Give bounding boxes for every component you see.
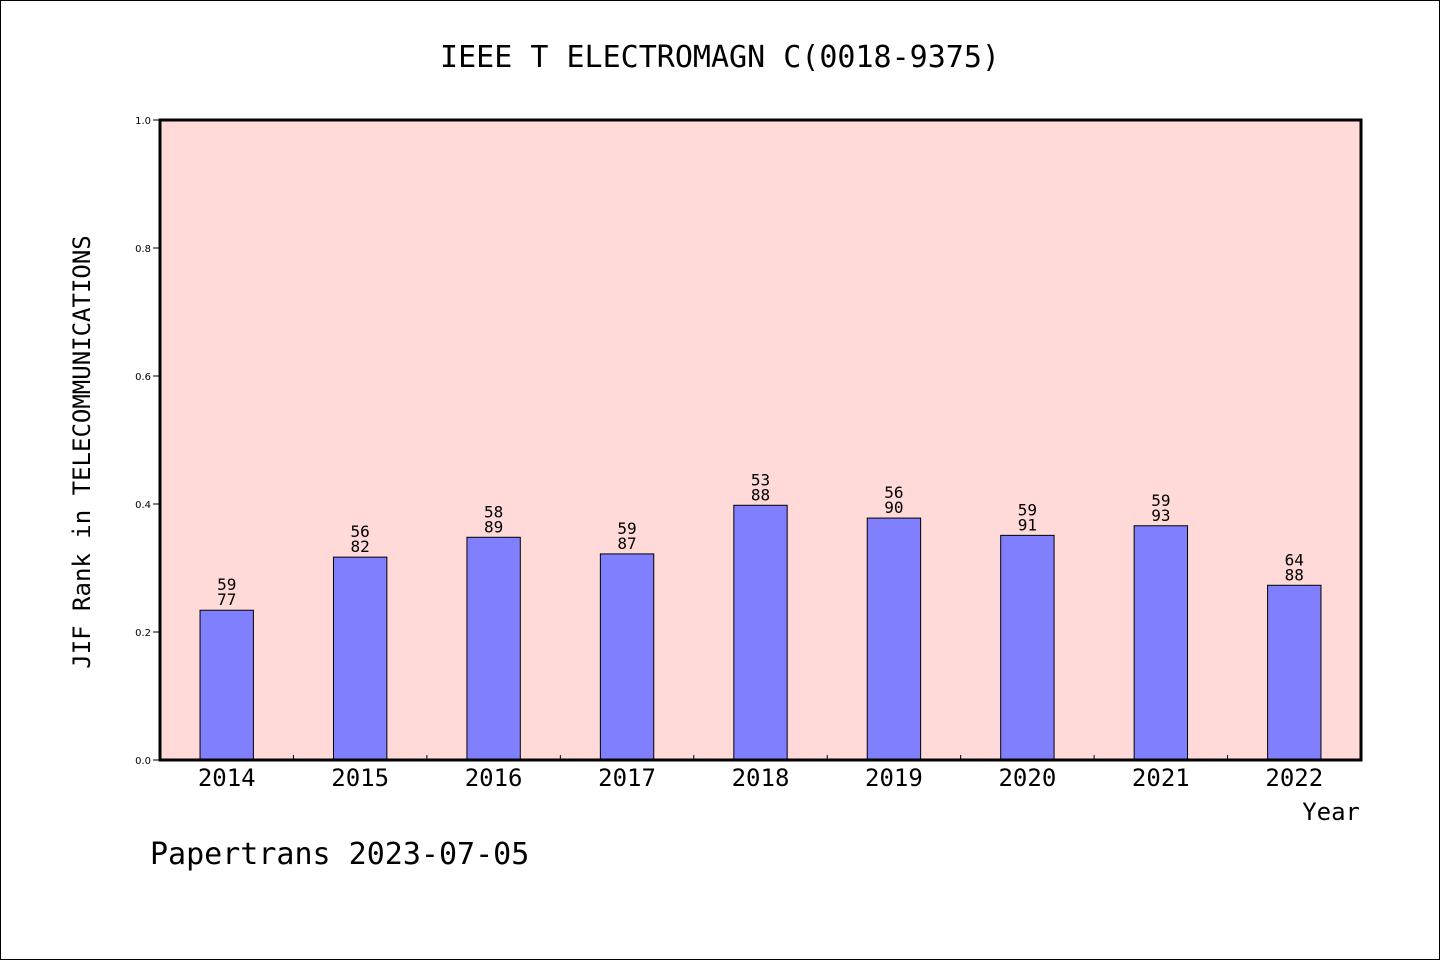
- x-axis-label: Year: [1302, 798, 1360, 826]
- bar-2018: [733, 504, 788, 761]
- chart-title: IEEE T ELECTROMAGN C(0018-9375): [440, 40, 1000, 75]
- x-tick-label: 2021: [1132, 764, 1190, 792]
- y-tick-label: 0.4: [135, 500, 151, 511]
- x-tick-label: 2015: [331, 764, 389, 792]
- bar-rank-label: 59: [1018, 500, 1037, 519]
- footer-credit: Papertrans 2023-07-05: [150, 837, 529, 872]
- bar-total-label: 91: [1018, 515, 1037, 534]
- bar-total-label: 82: [351, 537, 370, 556]
- y-tick-label: 0.8: [135, 244, 151, 255]
- bar-rank-label: 58: [484, 502, 503, 521]
- bar-total-label: 87: [617, 534, 636, 553]
- x-tick-label: 2018: [732, 764, 790, 792]
- bar-rank-label: 53: [751, 470, 770, 489]
- bar-rank-label: 56: [351, 522, 370, 541]
- bar-rank-label: 56: [884, 483, 903, 502]
- y-tick-label: 0.2: [135, 628, 151, 639]
- x-tick-label: 2014: [198, 764, 256, 792]
- bar-total-label: 93: [1151, 506, 1170, 525]
- bar-2017: [599, 553, 655, 761]
- bar-rank-label: 59: [1151, 491, 1170, 510]
- bar-total-label: 90: [884, 498, 903, 517]
- y-tick-label: 1.0: [135, 116, 151, 127]
- x-tick-label: 2019: [865, 764, 923, 792]
- bar-2021: [1133, 525, 1189, 761]
- bar-series: [199, 504, 1322, 761]
- y-tick-label: 0.0: [135, 756, 151, 767]
- bar-2015: [332, 556, 388, 761]
- bar-2019: [866, 517, 922, 761]
- x-tick-label: 2016: [465, 764, 523, 792]
- bar-total-label: 77: [217, 590, 236, 609]
- x-tick-label: 2020: [998, 764, 1056, 792]
- bar-total-label: 88: [751, 485, 770, 504]
- bar-2014: [199, 609, 254, 761]
- bar-total-label: 89: [484, 517, 503, 536]
- bar-2016: [466, 536, 521, 761]
- bar-rank-label: 59: [617, 519, 636, 538]
- plot-border: [158, 118, 1363, 762]
- bar-total-label: 88: [1285, 565, 1304, 584]
- x-axis: 2014 2015 2016 2017 2018 2019 2020 2021 2022: [198, 755, 1323, 792]
- x-tick-label: 2022: [1265, 764, 1323, 792]
- y-axis-label: JIF Rank in TELECOMMUNICATIONS: [68, 235, 96, 668]
- bar-2020: [1000, 534, 1055, 761]
- y-tick-label: 0.6: [135, 372, 151, 383]
- y-axis: 0.0 0.2 0.4 0.6 0.8 1.0: [135, 116, 160, 767]
- x-tick-label: 2017: [598, 764, 656, 792]
- bar-rank-label: 59: [217, 575, 236, 594]
- bar-2022: [1267, 584, 1322, 761]
- bar-rank-label: 64: [1285, 550, 1304, 569]
